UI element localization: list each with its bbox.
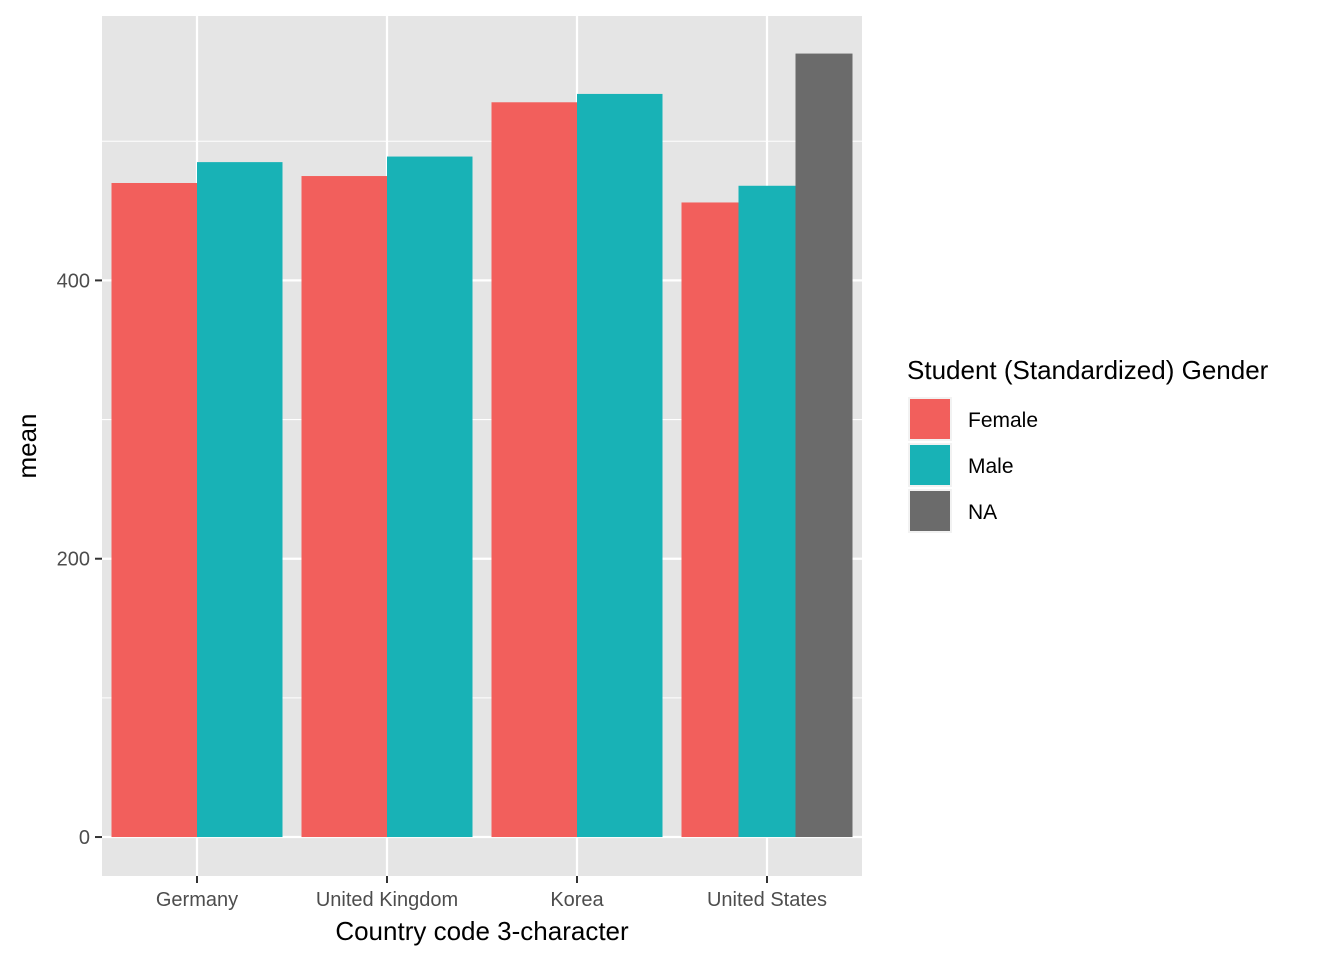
y-axis-title: mean xyxy=(12,413,42,478)
legend-label-male: Male xyxy=(968,455,1014,478)
y-axis: 0 200 400 xyxy=(57,270,102,849)
bar-female-korea xyxy=(491,102,577,838)
legend-label-female: Female xyxy=(968,409,1038,432)
y-tick-label: 0 xyxy=(79,827,90,849)
x-axis-title: Country code 3-character xyxy=(335,916,629,946)
y-tick-label: 400 xyxy=(57,270,90,292)
bar-male-germany xyxy=(197,162,283,838)
legend-swatch-female xyxy=(910,399,950,439)
bar-male-korea xyxy=(577,93,663,838)
bar-na-united-states xyxy=(795,53,853,838)
bar-male-united-kingdom xyxy=(387,156,473,838)
legend: Student (Standardized) Gender Female Male… xyxy=(907,355,1269,533)
x-axis: Germany United Kingdom Korea United States xyxy=(156,876,827,911)
legend-swatch-na xyxy=(910,491,950,531)
legend-title: Student (Standardized) Gender xyxy=(907,355,1269,385)
x-tick-label: Germany xyxy=(156,889,238,911)
bar-female-united-kingdom xyxy=(301,176,387,838)
y-tick-label: 200 xyxy=(57,549,90,571)
bar-female-germany xyxy=(111,182,197,838)
x-tick-label: United States xyxy=(707,889,827,911)
bars xyxy=(111,53,853,838)
bar-female-united-states xyxy=(681,202,739,838)
legend-swatch-male xyxy=(910,445,950,485)
legend-label-na: NA xyxy=(968,501,997,524)
x-tick-label: United Kingdom xyxy=(316,889,458,911)
bar-male-united-states xyxy=(738,185,796,838)
x-tick-label: Korea xyxy=(550,889,604,911)
